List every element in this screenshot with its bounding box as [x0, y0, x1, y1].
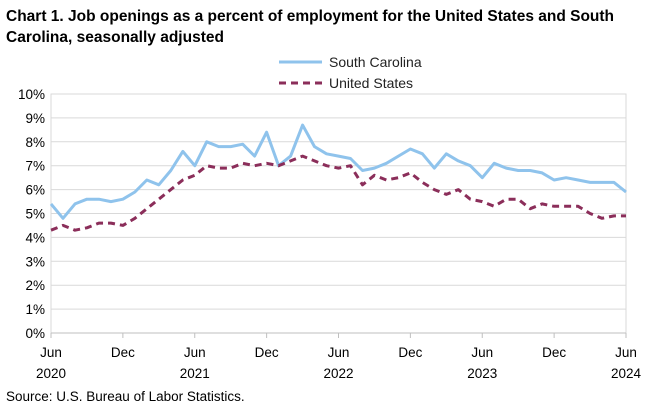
source-note: Source: U.S. Bureau of Labor Statistics. [6, 389, 245, 404]
y-tick-label: 5% [25, 207, 45, 222]
y-tick-label: 0% [25, 326, 45, 341]
legend: South Carolina United States [279, 54, 422, 91]
chart-title: Chart 1. Job openings as a percent of em… [6, 8, 615, 46]
x-tick-label: Jun [328, 345, 350, 360]
gridlines [50, 93, 627, 334]
x-tick-year-label: 2021 [180, 366, 210, 381]
x-tick-label: Dec [111, 345, 135, 360]
y-tick-label: 7% [25, 159, 45, 174]
x-tick-label: Dec [542, 345, 566, 360]
x-tick-year-label: 2022 [323, 366, 353, 381]
x-tick-label: Dec [398, 345, 422, 360]
legend-label-united-states: United States [329, 75, 413, 91]
y-tick-label: 3% [25, 254, 45, 269]
x-tick-year-label: 2020 [36, 366, 66, 381]
x-tick-year-label: 2024 [611, 366, 642, 381]
series [49, 123, 627, 232]
y-tick-label: 9% [25, 111, 45, 126]
y-tick-label: 1% [25, 302, 45, 317]
axes: 0% 1% 2% 3% 4% 5% 6% 7% 8% 9% 10% Jun 2020 Dec Jun 2021… [18, 87, 642, 381]
x-tick-label: Jun [184, 345, 206, 360]
series-line-south-carolina [49, 123, 627, 220]
y-tick-label: 8% [25, 135, 45, 150]
x-tick-label: Dec [255, 345, 279, 360]
y-tick-label: 10% [18, 87, 45, 102]
x-tick-label: Jun [40, 345, 62, 360]
y-tick-label: 2% [25, 278, 45, 293]
legend-label-south-carolina: South Carolina [329, 54, 422, 70]
x-tick-label: Jun [471, 345, 493, 360]
x-tick-year-label: 2023 [467, 366, 497, 381]
x-tick-label: Jun [615, 345, 637, 360]
series-line-united-states [50, 154, 626, 232]
y-tick-label: 6% [25, 183, 45, 198]
y-tick-label: 4% [25, 230, 45, 245]
